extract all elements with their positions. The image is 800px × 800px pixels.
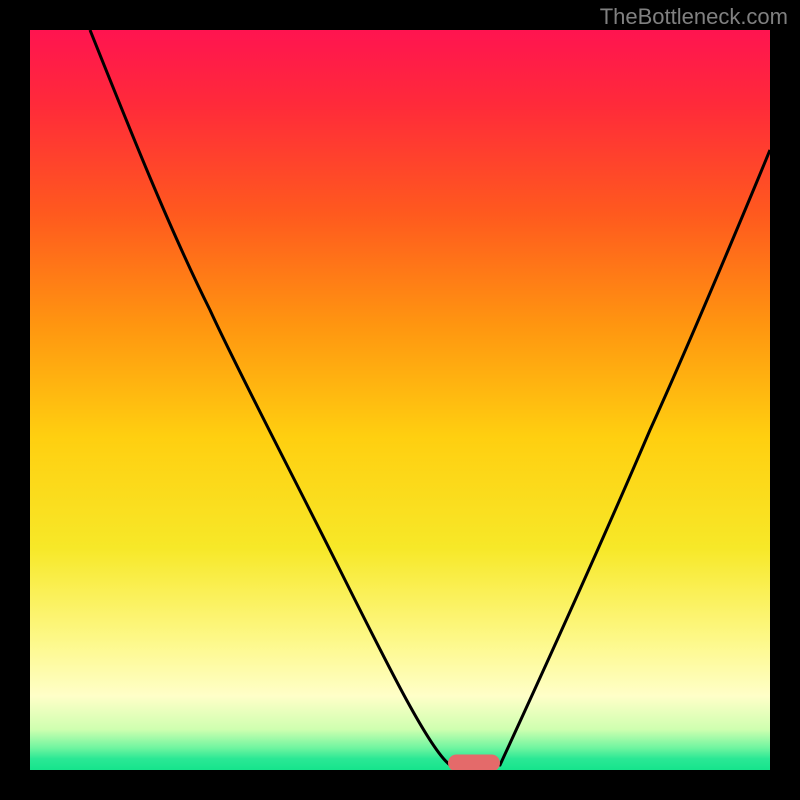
- bottleneck-curve: [30, 30, 770, 770]
- watermark: TheBottleneck.com: [600, 4, 788, 30]
- frame-bottom: [0, 770, 800, 800]
- frame-left: [0, 0, 30, 800]
- frame-right: [770, 0, 800, 800]
- plot-area: [30, 30, 770, 770]
